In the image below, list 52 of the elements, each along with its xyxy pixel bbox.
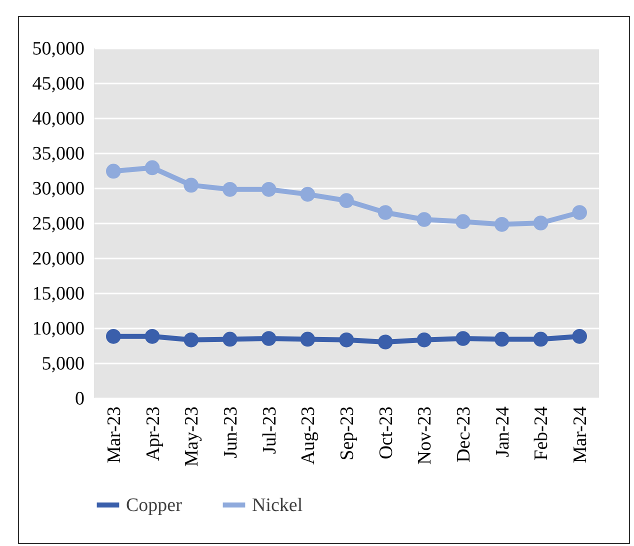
point <box>533 332 548 347</box>
point <box>494 332 510 347</box>
x-tick-label: Mar-23 <box>104 406 125 464</box>
y-tick-label: 10,000 <box>32 318 84 340</box>
point <box>416 332 432 348</box>
y-tick-label: 45,000 <box>32 74 84 94</box>
point <box>184 178 199 193</box>
point <box>261 182 276 197</box>
point <box>184 332 199 348</box>
y-tick-label: 25,000 <box>32 214 84 234</box>
point <box>222 332 238 347</box>
point <box>456 331 470 346</box>
legend-label: Nickel <box>252 495 303 516</box>
x-tick-label: Feb-24 <box>531 406 552 460</box>
point <box>339 332 354 348</box>
y-tick-label: 20,000 <box>32 248 84 270</box>
y-tick-label: 15,000 <box>32 284 84 304</box>
point <box>106 329 121 344</box>
x-tick-label: May-23 <box>182 406 203 467</box>
point <box>261 331 276 346</box>
legend-label: Copper <box>126 495 183 516</box>
x-tick-label: Sep-23 <box>337 406 358 460</box>
point <box>533 216 548 230</box>
point <box>572 329 587 344</box>
point <box>106 164 121 179</box>
point <box>222 182 238 197</box>
point <box>572 205 587 220</box>
y-tick-label: 35,000 <box>32 144 84 164</box>
x-tick-label: Jan-24 <box>492 406 514 458</box>
point <box>144 329 160 344</box>
point <box>144 160 160 176</box>
y-tick-label: 50,000 <box>32 38 84 60</box>
y-tick-label: 40,000 <box>32 108 84 130</box>
x-tick-label: Jun-23 <box>220 406 242 458</box>
point <box>300 186 316 202</box>
y-tick-label: 5,000 <box>42 354 84 374</box>
point <box>300 332 316 347</box>
y-tick-label: 30,000 <box>32 178 84 200</box>
x-tick-label: Nov-23 <box>414 406 436 465</box>
x-tick-label: Dec-23 <box>454 406 475 462</box>
point <box>378 205 393 220</box>
point <box>416 212 432 227</box>
point <box>339 193 354 208</box>
x-tick-label: Jul-23 <box>259 406 280 454</box>
y-tick-label: 0 <box>75 388 84 410</box>
x-tick-label: Oct-23 <box>376 406 397 460</box>
x-tick-label: Aug-23 <box>298 406 320 465</box>
x-tick-label: Apr-23 <box>142 406 164 461</box>
x-tick-label: Mar-24 <box>570 406 592 464</box>
point <box>456 214 470 229</box>
point <box>494 217 510 232</box>
point <box>378 334 393 350</box>
